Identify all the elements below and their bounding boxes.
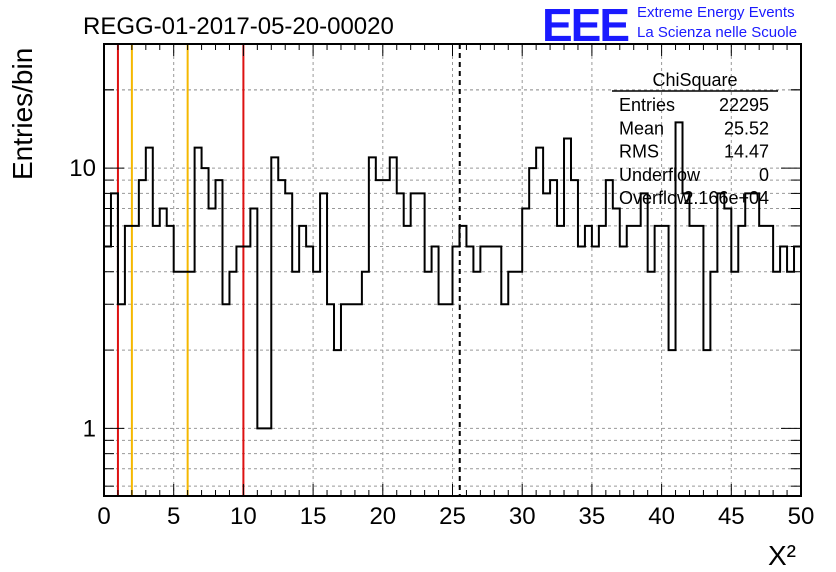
logo-line-1: Extreme Energy Events: [637, 4, 795, 21]
stats-value: 0: [759, 165, 769, 185]
x-tick-label: 30: [509, 503, 536, 530]
x-axis-ticks: 0 5 10 15 20 25 30 35 40 45 50: [97, 44, 814, 530]
logo-line-2: La Scienza nelle Scuole: [637, 24, 798, 41]
chart-title: REGG-01-2017-05-20-00020: [83, 13, 394, 40]
y-tick-label: 10: [69, 155, 96, 182]
y-axis-ticks: 1 10: [69, 89, 801, 487]
stats-title: ChiSquare: [652, 70, 737, 90]
x-tick-label: 10: [230, 503, 257, 530]
x-tick-label: 25: [439, 503, 466, 530]
stats-value: 25.52: [724, 118, 769, 138]
y-tick-label: 1: [83, 415, 96, 442]
marker-lines: [116, 44, 461, 496]
y-axis-label: Entries/bin: [7, 48, 38, 180]
stats-box: ChiSquare Entries 22295 Mean 25.52 RMS 14.47 U…: [612, 70, 778, 208]
x-axis-label: X²: [768, 540, 796, 571]
x-tick-label: 15: [300, 503, 327, 530]
x-tick-label: 35: [579, 503, 606, 530]
x-tick-label: 0: [97, 503, 110, 530]
x-tick-label: 5: [167, 503, 180, 530]
x-tick-label: 45: [718, 503, 745, 530]
x-tick-label: 20: [369, 503, 396, 530]
stats-label: RMS: [619, 142, 659, 162]
stats-value: 22295: [719, 95, 769, 115]
x-tick-label: 50: [788, 503, 815, 530]
histogram-series: [104, 121, 801, 430]
stats-value: 14.47: [724, 142, 769, 162]
stats-label: Overflow: [619, 188, 691, 208]
x-tick-label: 40: [648, 503, 675, 530]
stats-label: Entries: [619, 95, 675, 115]
eee-logo: EEE: [542, 0, 630, 51]
stats-value: 2.166e+04: [683, 188, 769, 208]
stats-label: Mean: [619, 118, 664, 138]
stats-label: Underflow: [619, 165, 701, 185]
